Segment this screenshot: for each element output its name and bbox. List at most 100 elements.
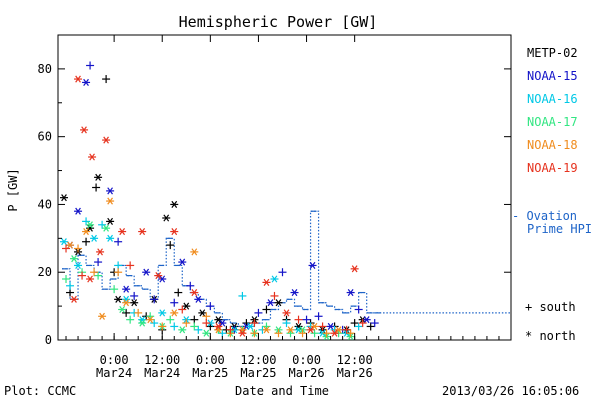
- south-point: [190, 315, 199, 324]
- y-tick-label: 80: [38, 62, 52, 76]
- north-point: [190, 248, 199, 256]
- north-point: [198, 309, 207, 317]
- north-point: [158, 309, 167, 317]
- north-point: [290, 288, 299, 297]
- south-point: [322, 329, 331, 338]
- south-point: [78, 271, 87, 280]
- north-point: [106, 197, 115, 205]
- south-point: [354, 322, 363, 331]
- south-point: [318, 322, 327, 331]
- north-point: [262, 278, 271, 286]
- north-point: [202, 329, 211, 337]
- north-point: [74, 75, 83, 83]
- north-point: [262, 326, 271, 334]
- x-tick-label: 12:00: [240, 353, 276, 367]
- x-tick-label: 0:00: [292, 353, 321, 367]
- south-point: [182, 319, 191, 328]
- south-point: [86, 61, 95, 70]
- south-point: [62, 275, 71, 283]
- north-point: [334, 326, 343, 334]
- north-point: [170, 200, 179, 209]
- north-point: [238, 329, 247, 337]
- data-points: [60, 61, 379, 341]
- north-point: [122, 285, 131, 293]
- north-point: [214, 316, 223, 324]
- south-point: [150, 319, 159, 328]
- legend-entry: NOAA-18: [527, 138, 578, 152]
- south-point: [310, 329, 319, 338]
- x-tick-date: Mar24: [144, 366, 180, 380]
- north-point: [194, 295, 203, 303]
- south-point: [134, 308, 143, 317]
- north-point: [170, 227, 179, 236]
- north-point: [138, 227, 147, 236]
- north-point: [162, 214, 171, 222]
- south-point: [170, 322, 179, 331]
- north-point: [350, 265, 359, 273]
- south-point: [82, 237, 91, 246]
- north-point: [86, 221, 95, 229]
- south-point: [342, 325, 351, 334]
- south-point: [346, 329, 355, 338]
- y-axis: 0 20 40 60 80: [38, 62, 511, 347]
- south-point: [350, 319, 359, 328]
- south-point: [158, 322, 167, 331]
- y-tick-label: 0: [45, 333, 52, 347]
- x-tick-date: Mar25: [240, 366, 276, 380]
- north-point: [154, 272, 163, 280]
- x-axis-label: Date and Time: [235, 384, 329, 398]
- north-point: [74, 261, 83, 270]
- north-point: [106, 187, 115, 195]
- south-point: [150, 295, 159, 304]
- x-tick-date: Mar26: [288, 366, 324, 380]
- south-point: [66, 281, 75, 290]
- north-point: [346, 288, 355, 297]
- south-point: [250, 319, 259, 328]
- south-point: [174, 288, 183, 297]
- legend-entry-hpi-line2: Prime HPI: [527, 222, 592, 236]
- x-tick-label: 0:00: [196, 353, 225, 367]
- north-point: [362, 316, 371, 324]
- north-point: [158, 275, 167, 283]
- south-point: [354, 305, 363, 314]
- south-point: [294, 315, 303, 324]
- plot-timestamp: 2013/03/26 16:05:06: [442, 384, 579, 398]
- x-tick-date: Mar25: [192, 366, 228, 380]
- south-point: [366, 322, 375, 331]
- south-point: [178, 305, 187, 314]
- north-point: [74, 207, 83, 215]
- south-point: [166, 241, 175, 250]
- north-point: [182, 302, 191, 310]
- south-point: [186, 281, 195, 290]
- north-point: [146, 316, 155, 324]
- north-point: [94, 173, 103, 181]
- south-point: [90, 268, 99, 277]
- north-point: [326, 322, 335, 331]
- hpi-step-line: [62, 210, 511, 328]
- north-point: [286, 326, 295, 334]
- plot-frame: [57, 34, 512, 341]
- north-point: [90, 234, 99, 242]
- north-point: [102, 136, 111, 144]
- south-point: [102, 75, 111, 84]
- north-point: [98, 312, 107, 320]
- south-point: [282, 319, 291, 328]
- north-point: [80, 126, 89, 134]
- south-point: [114, 261, 123, 270]
- north-point: [60, 194, 69, 202]
- south-point: [126, 261, 135, 270]
- north-point: [274, 299, 283, 307]
- south-point: [94, 258, 103, 267]
- north-point: [282, 309, 291, 317]
- chart-title: Hemispheric Power [GW]: [179, 13, 378, 31]
- x-tick-date: Mar26: [337, 366, 373, 380]
- south-point: [314, 312, 323, 321]
- south-point: [194, 325, 203, 334]
- south-point: [110, 285, 119, 294]
- y-tick-label: 40: [38, 197, 52, 211]
- south-point: [226, 325, 235, 334]
- north-point: [66, 241, 75, 249]
- legend-entry: NOAA-19: [527, 161, 578, 175]
- south-point: [238, 291, 247, 300]
